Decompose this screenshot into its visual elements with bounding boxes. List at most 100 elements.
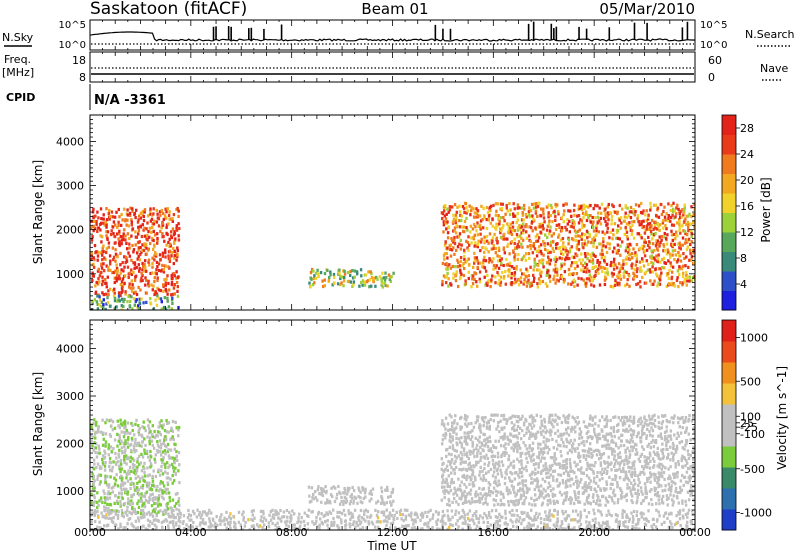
echo-cell <box>592 207 595 211</box>
echo-cell <box>524 465 528 469</box>
echo-cell <box>556 210 560 214</box>
echo-cell <box>136 481 139 485</box>
echo-cell <box>560 251 563 255</box>
echo-cell <box>441 279 444 284</box>
echo-cell <box>165 430 169 434</box>
echo-cell <box>473 522 476 526</box>
echo-cell <box>310 499 313 503</box>
echo-cell <box>123 297 126 301</box>
echo-cell <box>482 502 485 506</box>
echo-cell <box>461 453 464 457</box>
echo-cell <box>554 218 557 222</box>
echo-cell <box>121 218 124 222</box>
echo-cell <box>624 211 627 215</box>
echo-cell <box>499 468 502 472</box>
echo-cell <box>647 262 650 266</box>
echo-cell <box>608 512 611 516</box>
echo-cell <box>548 509 551 513</box>
echo-cell <box>596 258 599 263</box>
echo-cell <box>364 519 367 523</box>
echo-cell <box>160 520 164 525</box>
echo-cell <box>450 415 453 419</box>
echo-cell <box>640 236 643 240</box>
echo-cell <box>525 447 529 451</box>
echo-cell <box>105 292 108 296</box>
echo-cell <box>102 293 105 297</box>
echo-cell <box>499 202 503 206</box>
echo-cell <box>350 496 354 500</box>
echo-cell <box>95 219 98 224</box>
echo-cell <box>155 254 158 258</box>
echo-cell <box>312 269 315 273</box>
echo-cell <box>134 437 137 441</box>
echo-cell <box>547 269 550 273</box>
echo-cell <box>144 474 147 478</box>
echo-cell <box>577 484 580 488</box>
echo-cell <box>485 471 488 475</box>
echo-cell <box>450 471 453 475</box>
echo-cell <box>543 243 547 247</box>
echo-cell <box>123 255 126 259</box>
echo-cell <box>453 419 456 423</box>
echo-cell <box>541 456 544 460</box>
echo-cell <box>557 279 560 283</box>
echo-cell <box>108 456 112 461</box>
echo-cell <box>153 251 157 255</box>
echo-cell <box>678 509 682 513</box>
echo-cell <box>569 466 572 470</box>
echo-cell <box>577 468 580 472</box>
echo-cell <box>251 513 254 517</box>
echo-cell <box>477 415 480 419</box>
echo-cell <box>574 479 578 483</box>
echo-cell <box>166 487 169 491</box>
echo-cell <box>157 489 161 493</box>
echo-cell <box>591 258 595 262</box>
echo-cell <box>533 419 537 423</box>
echo-cell <box>515 428 518 432</box>
echo-cell <box>452 272 455 276</box>
echo-cell <box>489 418 492 422</box>
echo-cell <box>509 230 513 234</box>
echo-cell <box>677 218 681 222</box>
echo-cell <box>508 212 512 217</box>
echo-cell <box>463 219 467 224</box>
echo-cell <box>151 474 154 478</box>
echo-cell <box>164 462 167 466</box>
echo-cell <box>522 231 525 235</box>
echo-cell <box>96 302 99 306</box>
echo-cell <box>150 283 153 287</box>
echo-cell <box>469 430 472 434</box>
echo-cell <box>149 207 152 211</box>
echo-cell <box>443 492 446 496</box>
echo-cell <box>91 301 94 306</box>
echo-cell <box>434 510 438 514</box>
echo-cell <box>109 445 113 449</box>
echo-cell <box>526 451 529 455</box>
echo-cell <box>632 509 636 514</box>
echo-cell <box>130 499 133 503</box>
echo-cell <box>361 501 364 505</box>
echo-cell <box>670 215 673 219</box>
echo-cell <box>513 207 516 211</box>
echo-cell <box>463 517 466 521</box>
echo-cell <box>152 469 155 473</box>
echo-cell <box>117 223 120 228</box>
echo-cell <box>112 516 115 520</box>
echo-cell <box>172 437 175 442</box>
echo-cell <box>478 277 481 281</box>
echo-cell <box>469 213 472 217</box>
echo-cell <box>482 477 486 481</box>
echo-cell <box>459 213 462 217</box>
echo-cell <box>546 224 550 228</box>
echo-cell <box>441 419 444 423</box>
echo-cell <box>100 240 103 244</box>
echo-cell <box>102 217 105 221</box>
echo-cell <box>531 420 534 424</box>
echo-cell <box>460 456 464 461</box>
echo-cell <box>242 510 245 514</box>
echo-cell <box>444 436 447 440</box>
echo-cell <box>682 211 686 215</box>
echo-cell <box>151 514 155 518</box>
echo-cell <box>271 521 274 526</box>
